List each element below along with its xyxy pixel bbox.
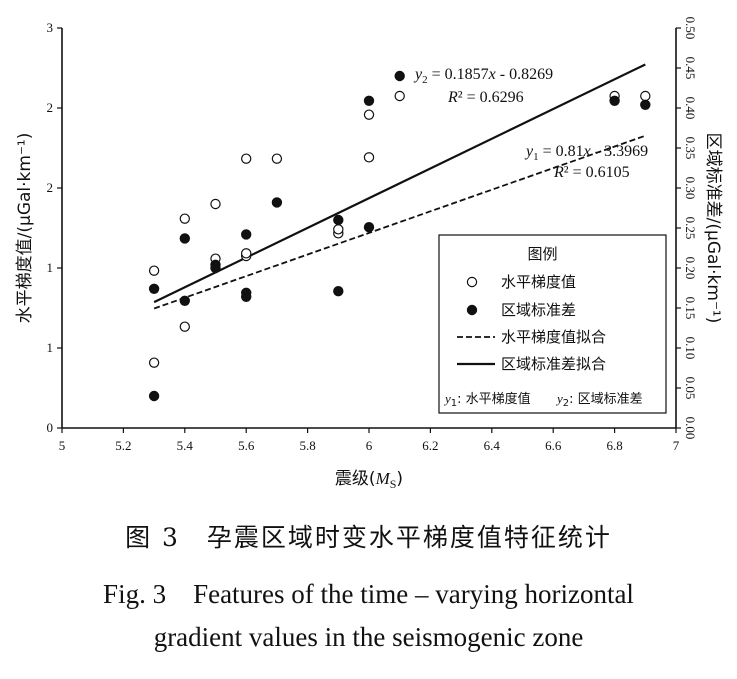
equation-y2: y2 = 0.1857x - 0.8269 bbox=[413, 66, 553, 86]
data-point-open bbox=[363, 109, 375, 120]
y-left-axis-title: 水平梯度值/(μGal·km⁻¹) bbox=[15, 133, 35, 324]
data-point-filled bbox=[609, 95, 620, 107]
y-left-tick-label: 0 bbox=[47, 420, 54, 435]
legend-note-y2: y2: 区域标准差 bbox=[555, 391, 643, 409]
y-left-tick-label: 1 bbox=[47, 260, 54, 275]
y-right-tick-label: 0.30 bbox=[683, 177, 698, 200]
y-right-tick-label: 0.05 bbox=[683, 377, 698, 400]
y-right-tick-label: 0.45 bbox=[683, 57, 698, 80]
x-tick-label: 6.2 bbox=[422, 438, 438, 453]
data-point-filled bbox=[179, 295, 190, 306]
data-point-filled bbox=[148, 390, 160, 402]
legend-note-y1: y1: 水平梯度值 bbox=[443, 391, 531, 409]
x-tick-label: 6.4 bbox=[484, 438, 501, 453]
data-point-open bbox=[240, 248, 252, 259]
fit-line-gradient-dashed bbox=[153, 134, 646, 310]
data-point-filled bbox=[333, 214, 344, 226]
data-point-filled bbox=[240, 291, 252, 302]
y-right-tick-label: 0.50 bbox=[683, 17, 698, 40]
data-point-filled bbox=[363, 221, 375, 233]
data-point-filled bbox=[363, 95, 375, 107]
y-right-tick-label: 0.15 bbox=[683, 297, 698, 320]
legend-item-label: 水平梯度值 bbox=[501, 273, 576, 291]
figure-caption-english-line1: Fig. 3 Features of the time – varying ho… bbox=[103, 579, 634, 609]
legend-item-label: 区域标准差 bbox=[501, 301, 576, 319]
data-point-open bbox=[363, 152, 375, 163]
y-right-tick-label: 0.10 bbox=[683, 337, 698, 360]
data-point-open bbox=[333, 224, 344, 235]
legend-item-label: 水平梯度值拟合 bbox=[501, 328, 606, 346]
legend-item-label: 区域标准差拟合 bbox=[501, 355, 606, 373]
y-right-tick-label: 0.40 bbox=[683, 97, 698, 120]
data-point-open bbox=[148, 357, 160, 368]
x-tick-label: 5.2 bbox=[115, 438, 131, 453]
scatter-chart: 5 5.2 5.4 5.6 5.8 6 6.2 6.4 6.6 6.8 7 0 1 1 2 2 3 0.00 0.0… bbox=[15, 17, 723, 491]
data-point-filled bbox=[148, 283, 160, 294]
legend-title: 图例 bbox=[527, 245, 557, 263]
x-tick-label: 5.8 bbox=[299, 438, 315, 453]
x-tick-label: 5 bbox=[59, 438, 66, 453]
data-point-open bbox=[179, 213, 190, 224]
x-tick-label: 6.6 bbox=[545, 438, 562, 453]
data-point-open bbox=[394, 90, 405, 102]
fit-line-std-solid bbox=[153, 63, 646, 304]
y-left-tick-label: 1 bbox=[47, 340, 54, 355]
x-axis-title: 震级(MS) bbox=[335, 469, 403, 491]
figure-caption-chinese: 图 3 孕震区域时变水平梯度值特征统计 bbox=[125, 523, 612, 552]
data-point-open bbox=[271, 153, 283, 164]
data-point-filled bbox=[394, 70, 405, 82]
equation-y1: y1 = 0.81x - 3.3969 bbox=[524, 143, 648, 163]
data-point-open bbox=[240, 153, 252, 164]
y-left-tick-label: 3 bbox=[47, 20, 54, 35]
y-right-tick-label: 0.00 bbox=[683, 417, 698, 440]
y-right-tick-label: 0.25 bbox=[683, 217, 698, 240]
x-tick-label: 5.4 bbox=[177, 438, 194, 453]
figure-caption-english-line2: gradient values in the seismogenic zone bbox=[153, 622, 584, 652]
data-point-filled bbox=[240, 229, 252, 240]
data-point-open bbox=[148, 265, 160, 276]
legend-marker-filled bbox=[466, 304, 478, 316]
data-point-filled bbox=[179, 233, 190, 244]
data-point-open bbox=[210, 198, 221, 210]
r-squared-y1: R² = 0.6105 bbox=[553, 164, 630, 181]
x-tick-label: 6.8 bbox=[606, 438, 622, 453]
x-tick-label: 5.6 bbox=[238, 438, 255, 453]
r-squared-y2: R² = 0.6296 bbox=[447, 89, 524, 106]
data-point-filled bbox=[640, 99, 651, 111]
legend-box bbox=[438, 234, 667, 414]
data-point-open bbox=[179, 321, 190, 332]
data-point-open bbox=[640, 90, 651, 102]
x-tick-label: 7 bbox=[673, 438, 680, 453]
x-tick-label: 6 bbox=[366, 438, 373, 453]
y-left-tick-label: 2 bbox=[47, 180, 54, 195]
y-right-axis-title: 区域标准差/(μGal·km⁻¹) bbox=[703, 133, 723, 324]
data-point-filled bbox=[333, 286, 344, 297]
y-right-tick-label: 0.20 bbox=[683, 257, 698, 280]
data-point-filled bbox=[271, 197, 283, 208]
y-left-tick-label: 2 bbox=[47, 100, 54, 115]
y-right-tick-label: 0.35 bbox=[683, 137, 698, 160]
data-point-filled bbox=[210, 262, 221, 274]
legend-marker-open bbox=[466, 276, 478, 288]
